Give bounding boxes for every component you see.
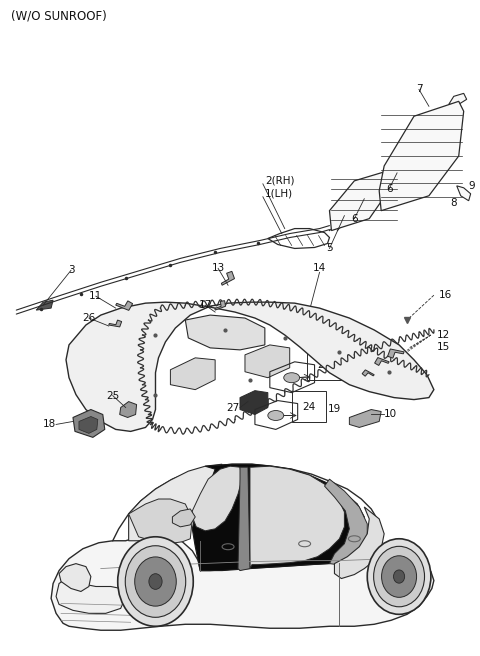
Polygon shape <box>185 315 265 350</box>
Text: 5: 5 <box>326 243 333 253</box>
Polygon shape <box>335 507 384 579</box>
Ellipse shape <box>373 546 424 607</box>
Polygon shape <box>238 467 250 571</box>
Text: 4: 4 <box>389 377 396 386</box>
Polygon shape <box>56 579 126 613</box>
Polygon shape <box>192 464 364 571</box>
Text: 24: 24 <box>302 401 316 411</box>
Polygon shape <box>73 409 105 438</box>
Ellipse shape <box>268 411 284 420</box>
Text: 18: 18 <box>43 419 56 430</box>
Polygon shape <box>457 186 471 201</box>
Text: 14: 14 <box>313 263 326 274</box>
Polygon shape <box>379 101 464 211</box>
Polygon shape <box>349 409 381 428</box>
Ellipse shape <box>394 570 405 583</box>
Polygon shape <box>120 401 137 417</box>
Polygon shape <box>362 370 374 377</box>
Text: 9: 9 <box>468 181 475 191</box>
Text: 10: 10 <box>384 409 397 419</box>
Ellipse shape <box>118 537 193 626</box>
Ellipse shape <box>284 373 300 382</box>
Polygon shape <box>374 358 389 365</box>
Polygon shape <box>221 272 235 285</box>
Text: 6: 6 <box>351 214 358 224</box>
Polygon shape <box>329 169 399 230</box>
Text: 19: 19 <box>344 361 358 372</box>
Text: 26: 26 <box>82 313 96 323</box>
Polygon shape <box>388 349 404 358</box>
Polygon shape <box>129 499 192 544</box>
Polygon shape <box>192 466 242 531</box>
Polygon shape <box>170 358 215 390</box>
Text: 6: 6 <box>386 184 393 194</box>
Text: 16: 16 <box>439 290 452 300</box>
Text: 3: 3 <box>68 265 74 276</box>
Polygon shape <box>215 300 226 310</box>
Polygon shape <box>116 301 132 310</box>
Text: 11: 11 <box>89 291 102 301</box>
Ellipse shape <box>367 539 431 614</box>
Polygon shape <box>109 320 121 327</box>
Text: 7: 7 <box>416 85 422 94</box>
Polygon shape <box>245 345 290 378</box>
Polygon shape <box>240 390 268 415</box>
Text: 13: 13 <box>212 263 225 274</box>
Text: 1(LH): 1(LH) <box>265 189 293 199</box>
Polygon shape <box>369 554 417 598</box>
Ellipse shape <box>135 557 176 606</box>
Text: 17: 17 <box>199 300 212 310</box>
Polygon shape <box>59 564 91 592</box>
Ellipse shape <box>149 574 162 589</box>
Text: 2(RH): 2(RH) <box>265 176 294 186</box>
Text: 19: 19 <box>327 403 341 413</box>
Text: 25: 25 <box>106 390 120 401</box>
Polygon shape <box>79 417 98 434</box>
Text: 8: 8 <box>450 197 457 208</box>
Ellipse shape <box>125 546 186 617</box>
Text: 27: 27 <box>227 403 240 413</box>
Text: (W/O SUNROOF): (W/O SUNROOF) <box>12 10 107 23</box>
Text: 12: 12 <box>437 330 450 340</box>
Text: 24: 24 <box>318 359 331 370</box>
Polygon shape <box>449 93 467 104</box>
Polygon shape <box>66 302 434 432</box>
Polygon shape <box>51 534 434 630</box>
Polygon shape <box>250 466 344 569</box>
Ellipse shape <box>382 556 417 598</box>
Polygon shape <box>324 479 367 565</box>
Polygon shape <box>172 509 195 527</box>
Polygon shape <box>129 464 222 544</box>
Text: 15: 15 <box>437 342 450 352</box>
Polygon shape <box>36 300 53 310</box>
